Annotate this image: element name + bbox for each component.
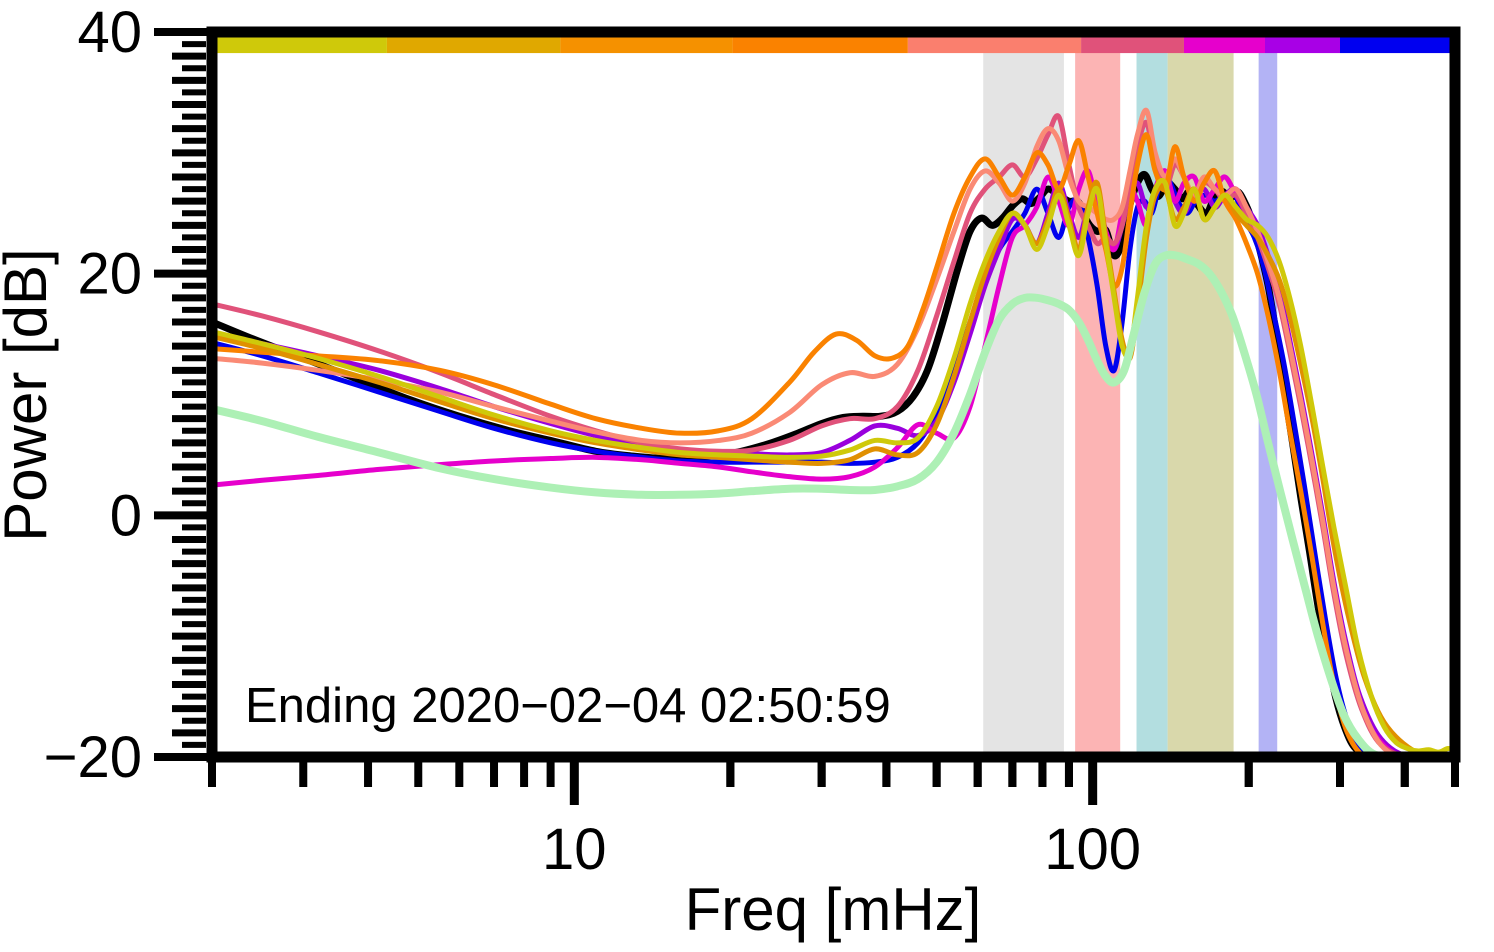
colorbar-segment-0 [212,36,387,54]
colorbar-segment-5 [1081,36,1184,54]
band-lavender [1258,32,1278,757]
colorbar-segment-6 [1183,36,1266,54]
colorbar-segment-8 [1340,36,1455,54]
band-gray [983,32,1064,757]
colorbar-segment-4 [907,36,1082,54]
x-tick-label: 10 [542,817,607,882]
ending-timestamp-annotation: Ending 2020−02−04 02:50:59 [245,679,891,733]
axes-frame-top [206,26,1461,38]
y-axis-label: Power [dB] [0,248,59,541]
y-tick-label: 40 [77,0,142,65]
axes-frame-left [206,26,218,763]
x-axis-label: Freq [mHz] [685,876,982,943]
axes-frame-bottom [206,751,1461,763]
y-tick-label: 20 [77,242,142,307]
colorbar-segment-7 [1265,36,1341,54]
colorbar-segment-3 [732,36,908,54]
axes-frame-right [1449,26,1461,763]
trace-colorbar [212,36,1455,54]
colorbar-segment-2 [560,36,733,54]
axis-tick-labels: −20 0 20 40 10 100 [44,0,1141,882]
trace-mint-green [212,250,1455,757]
band-pink [1075,32,1121,757]
colorbar-segment-1 [386,36,561,54]
trace-blue [212,175,1455,757]
trace-orange-bright [212,132,1455,757]
x-tick-label: 100 [1044,817,1141,882]
y-tick-label: 0 [110,483,142,548]
trace-olive-yellow [212,177,1455,755]
series-lines [212,107,1455,757]
band-khaki [1167,32,1234,757]
axis-ticks [154,28,1459,805]
axes-frame [206,26,1461,763]
y-tick-label: −20 [44,725,142,790]
